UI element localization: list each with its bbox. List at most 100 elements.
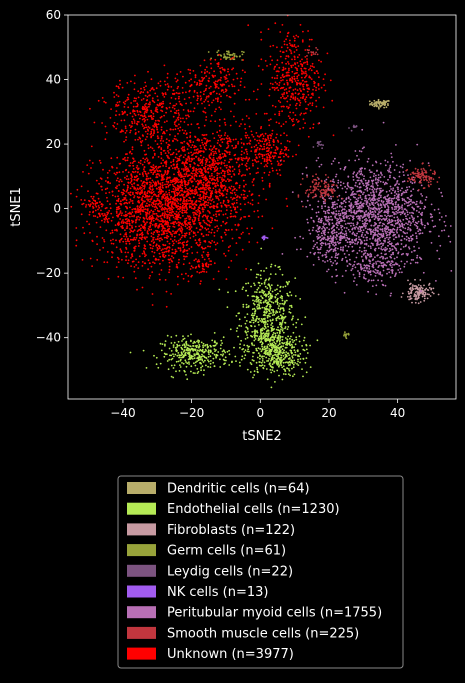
data-point [400,248,402,251]
data-point [286,292,289,295]
data-point [195,227,198,230]
data-point [301,172,304,175]
data-point [402,218,405,221]
data-point [354,193,357,196]
data-point [272,309,275,311]
data-point [371,197,374,200]
data-point [289,374,291,377]
data-point [172,198,175,201]
data-point [280,345,283,348]
data-point [319,221,321,224]
data-point [280,354,283,357]
data-point [318,227,321,230]
data-point [403,180,406,183]
data-point [330,195,332,198]
data-point [369,238,371,240]
data-point [170,350,173,352]
data-point [199,348,202,351]
data-point [258,303,260,305]
data-point [416,205,419,208]
data-point [289,291,291,294]
data-point [126,189,128,192]
data-point [382,196,385,199]
data-point [375,191,378,193]
data-point [135,191,137,194]
data-point [409,179,411,181]
data-point [268,309,271,311]
data-point [347,222,349,225]
data-point [129,351,132,354]
data-point [201,365,204,368]
data-point [115,202,117,205]
data-point [254,338,257,340]
data-point [400,260,403,263]
data-point [277,307,280,310]
data-point [225,50,228,53]
data-point [395,236,398,239]
data-point [386,261,388,264]
data-point [369,176,372,179]
data-point [268,363,271,366]
data-point [370,192,372,194]
data-point [344,331,346,333]
data-point [319,236,322,239]
scatter-points [70,14,453,389]
data-point [118,239,121,242]
data-point [161,238,164,241]
data-point [211,339,214,342]
data-point [409,181,412,183]
data-point [415,232,417,235]
data-point [360,205,362,207]
data-point [117,258,120,260]
data-point [382,256,385,259]
data-point [123,235,125,238]
data-point [346,259,348,262]
data-point [414,278,416,281]
data-point [396,228,399,231]
data-point [233,197,236,200]
data-point [281,273,284,276]
data-point [202,235,205,238]
data-point [138,237,141,239]
data-point [143,237,146,239]
data-point [360,229,363,232]
data-point [437,293,440,296]
data-point [375,177,377,180]
data-point [320,217,323,220]
data-point [376,184,379,187]
data-point [349,198,352,201]
data-point [133,249,136,252]
data-point [197,359,200,362]
data-point [379,203,382,206]
data-point [283,351,285,354]
data-point [377,237,380,240]
data-point [364,199,366,202]
data-point [335,252,337,255]
data-point [256,317,258,320]
data-point [228,364,231,366]
data-point [411,201,414,204]
data-point [335,223,338,226]
data-point [213,341,216,343]
data-point [281,336,284,338]
data-point [132,230,135,233]
data-point [299,353,302,355]
data-point [180,154,182,157]
data-point [376,105,379,107]
data-point [374,215,377,217]
data-point [145,254,147,256]
data-point [279,359,282,362]
data-point [254,312,256,315]
data-point [201,254,203,257]
data-point [345,234,348,237]
data-point [157,366,160,369]
data-point [422,162,424,165]
data-point [202,342,205,345]
data-point [372,204,375,207]
data-point [288,343,291,346]
data-point [190,275,193,278]
data-point [382,217,385,220]
data-point [200,369,203,372]
data-point [395,210,398,213]
data-point [411,206,414,209]
